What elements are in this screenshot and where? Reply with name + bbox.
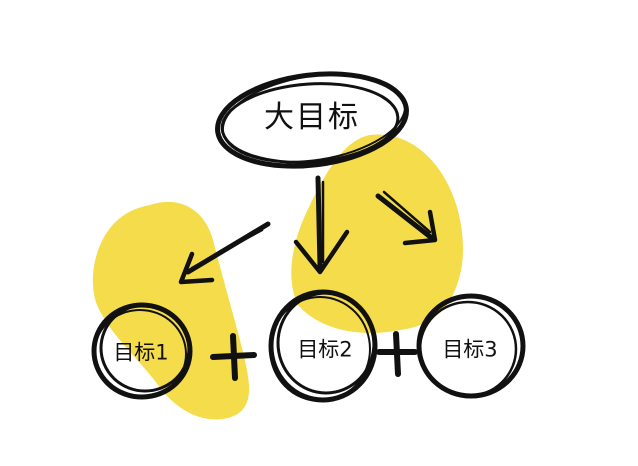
arrow-to-goal2 [293,175,350,275]
highlight-blob-right [291,134,464,333]
goal2-circle [268,289,378,403]
goal1-circle [91,302,193,400]
goal3-label: 目标3 [442,337,498,362]
goal1-label: 目标1 [113,340,169,365]
arrow-to-goal3 [375,190,438,246]
plus-sign-1 [210,333,257,381]
goal3-circle [416,293,526,399]
arrow-to-goal1 [178,221,271,285]
main-goal-label: 大目标 [264,100,360,135]
goal2-label: 目标2 [297,337,353,362]
plus-sign-2 [376,331,418,377]
main-goal-ellipse [215,71,409,169]
